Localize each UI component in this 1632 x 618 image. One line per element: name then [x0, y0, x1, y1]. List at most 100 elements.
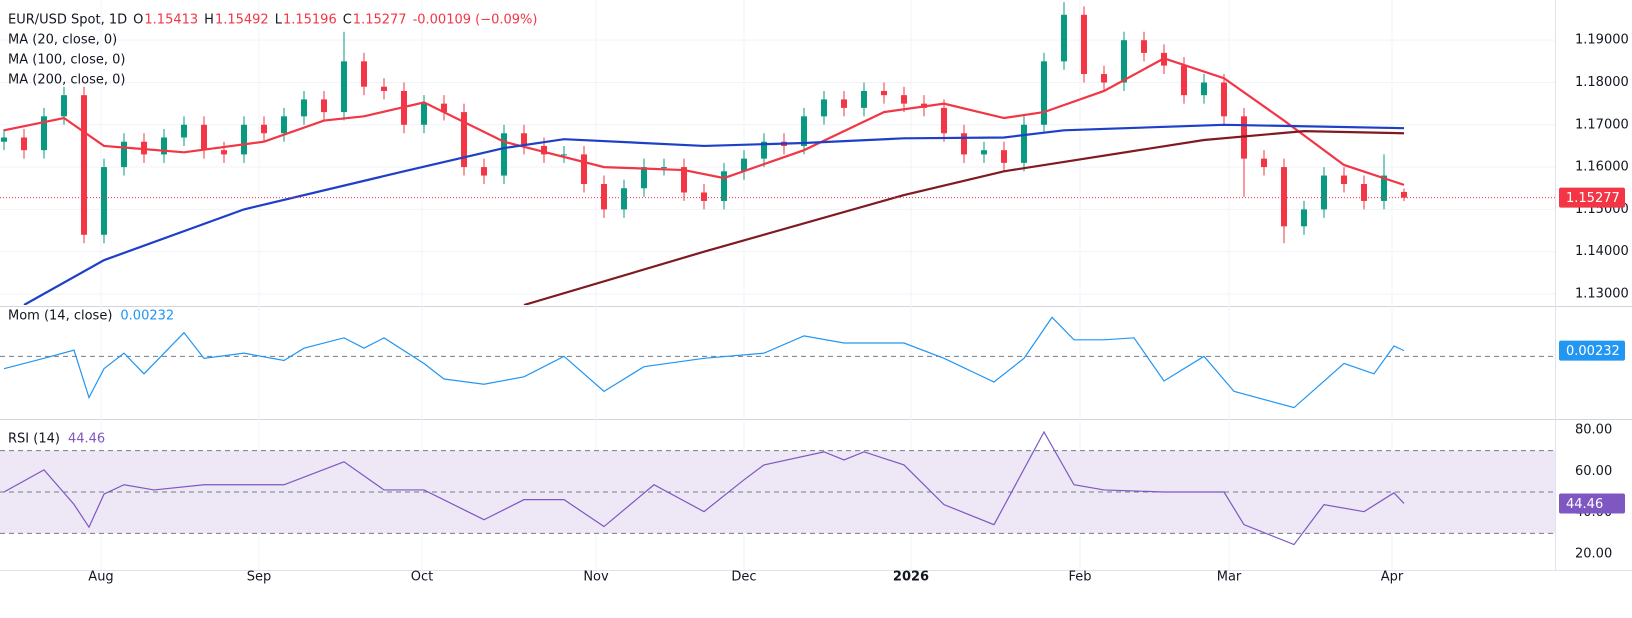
indicator-badge	[1559, 493, 1625, 514]
indicator-badge-label: 44.46	[1566, 497, 1603, 512]
candle-body	[961, 133, 967, 155]
x-tick-label: Feb	[1068, 570, 1091, 585]
moving-average-line	[23, 123, 1405, 305]
candle-body	[321, 99, 327, 113]
candle-body	[861, 90, 867, 108]
candle-body	[81, 95, 87, 235]
ohlc-key: C	[343, 13, 352, 28]
candle-body	[541, 145, 547, 155]
candle-body	[101, 167, 107, 235]
candle-body	[1361, 184, 1367, 201]
y-tick-label: 1.17000	[1575, 117, 1629, 132]
candle-body	[701, 192, 707, 201]
indicator-value: 44.46	[68, 432, 105, 447]
y-tick-label: 1.13000	[1575, 287, 1629, 302]
candle-body	[1041, 61, 1047, 125]
candle-body	[361, 61, 367, 87]
y-tick-label: 20.00	[1575, 547, 1612, 562]
overlay: 1.130001.140001.150001.160001.170001.180…	[8, 13, 1629, 585]
momentum-pane	[0, 316, 1555, 409]
change-label: -0.00109 (−0.09%)	[413, 13, 538, 28]
candle-body	[1081, 14, 1087, 75]
candle-body	[241, 124, 247, 155]
legend-entry: MA (100, close, 0)	[8, 53, 125, 68]
candle-body	[381, 86, 387, 91]
candle-body	[1101, 74, 1107, 83]
candle-body	[601, 184, 607, 210]
candle-body	[1321, 175, 1327, 210]
candle-body	[721, 171, 727, 201]
y-tick-label: 80.00	[1575, 422, 1612, 437]
candle-body	[161, 137, 167, 155]
y-tick-label: 1.18000	[1575, 75, 1629, 90]
candle-body	[1261, 158, 1267, 168]
candle-body	[741, 158, 747, 172]
last-price-label: 1.15277	[1566, 191, 1620, 206]
y-tick-label: 1.14000	[1575, 244, 1629, 259]
x-tick-label: Nov	[583, 570, 609, 585]
candle-body	[281, 116, 287, 134]
candle-body	[1201, 82, 1207, 96]
candle-body	[421, 103, 427, 125]
last-price-badge	[1559, 187, 1625, 208]
price-pane	[0, 2, 1555, 305]
candle-body	[641, 167, 647, 189]
candle-body	[1, 137, 7, 142]
candle-body	[1341, 175, 1347, 185]
candle-body	[1021, 124, 1027, 163]
candle-body	[581, 154, 587, 185]
x-tick-label: Oct	[411, 570, 433, 585]
y-tick-label: 1.19000	[1575, 33, 1629, 48]
candle-body	[1381, 175, 1387, 201]
chart-title: EUR/USD Spot, 1D	[8, 13, 127, 28]
moving-average-line	[523, 130, 1405, 305]
candle-body	[941, 107, 947, 134]
legend-entry: MA (20, close, 0)	[8, 33, 117, 48]
indicator-line	[3, 316, 1405, 409]
candle-body	[1001, 150, 1007, 163]
candle-body	[881, 90, 887, 96]
ohlc-value: 1.15413	[144, 13, 198, 28]
candle-body	[1181, 65, 1187, 96]
indicator-title: Mom (14, close)	[8, 309, 112, 324]
moving-average-line	[3, 57, 1405, 186]
indicator-badge	[1559, 340, 1625, 361]
ohlc-value: 1.15492	[215, 13, 269, 28]
indicator-line	[3, 430, 1405, 546]
candle-body	[1301, 209, 1307, 227]
candle-body	[501, 133, 507, 176]
ohlc-key: L	[275, 13, 283, 28]
candle-body	[621, 188, 627, 210]
candle-body	[681, 167, 687, 193]
candle-body	[121, 141, 127, 168]
candle-body	[841, 99, 847, 108]
candle-body	[901, 95, 907, 104]
candle-body	[1121, 40, 1127, 83]
y-tick-label: 60.00	[1575, 464, 1612, 479]
ohlc-value: 1.15277	[353, 13, 407, 28]
candle-body	[1221, 82, 1227, 117]
ohlc-key: H	[204, 13, 214, 28]
ohlc-key: O	[133, 13, 143, 28]
candle-body	[661, 167, 667, 169]
candle-body	[341, 61, 347, 113]
y-tick-label: 1.16000	[1575, 160, 1629, 175]
x-tick-label: Mar	[1217, 570, 1242, 585]
candle-body	[301, 99, 307, 117]
candle-body	[561, 154, 567, 156]
indicator-badge-label: 0.00232	[1566, 344, 1620, 359]
candle-body	[461, 112, 467, 168]
candle-body	[41, 116, 47, 151]
candle-body	[61, 95, 67, 117]
candle-body	[481, 167, 487, 176]
candle-body	[761, 141, 767, 159]
candle-body	[521, 133, 527, 146]
x-tick-label: Aug	[88, 570, 113, 585]
x-tick-label: Dec	[731, 570, 756, 585]
candle-body	[261, 124, 267, 134]
candle-body	[181, 124, 187, 138]
candle-body	[821, 99, 827, 117]
legend-entry: MA (200, close, 0)	[8, 73, 125, 88]
candle-body	[1061, 14, 1067, 62]
